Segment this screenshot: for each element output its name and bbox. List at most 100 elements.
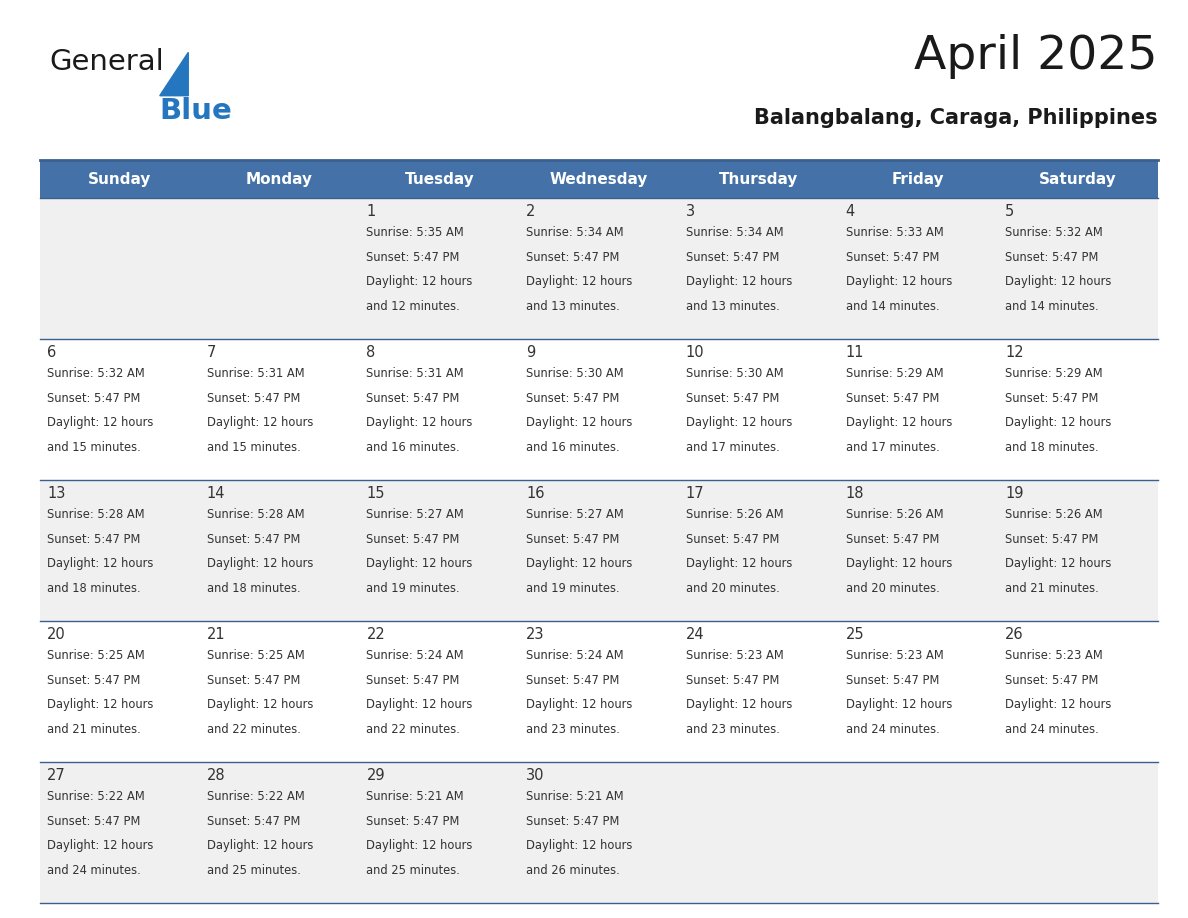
Text: Sunrise: 5:32 AM: Sunrise: 5:32 AM [1005, 226, 1102, 239]
Text: Blue: Blue [159, 97, 233, 126]
Text: Sunset: 5:47 PM: Sunset: 5:47 PM [685, 532, 779, 545]
Text: Sunset: 5:47 PM: Sunset: 5:47 PM [685, 251, 779, 263]
Text: Sunrise: 5:22 AM: Sunrise: 5:22 AM [48, 790, 145, 803]
Text: Sunrise: 5:26 AM: Sunrise: 5:26 AM [846, 508, 943, 521]
Text: Sunset: 5:47 PM: Sunset: 5:47 PM [48, 674, 140, 687]
Text: Daylight: 12 hours: Daylight: 12 hours [1005, 275, 1112, 288]
Text: 21: 21 [207, 627, 226, 642]
Text: Monday: Monday [246, 172, 314, 186]
Text: 16: 16 [526, 486, 544, 501]
Text: and 19 minutes.: and 19 minutes. [526, 582, 620, 595]
Text: Sunrise: 5:25 AM: Sunrise: 5:25 AM [207, 649, 304, 662]
Text: Sunset: 5:47 PM: Sunset: 5:47 PM [366, 814, 460, 828]
Text: Balangbalang, Caraga, Philippines: Balangbalang, Caraga, Philippines [754, 108, 1158, 128]
Text: 25: 25 [846, 627, 864, 642]
Text: Daylight: 12 hours: Daylight: 12 hours [207, 699, 314, 711]
Text: 5: 5 [1005, 204, 1015, 219]
Text: Daylight: 12 hours: Daylight: 12 hours [207, 557, 314, 570]
Text: and 16 minutes.: and 16 minutes. [526, 441, 620, 454]
Text: Daylight: 12 hours: Daylight: 12 hours [685, 417, 792, 430]
Text: 13: 13 [48, 486, 65, 501]
Text: Sunset: 5:47 PM: Sunset: 5:47 PM [1005, 392, 1099, 405]
Text: Sunrise: 5:24 AM: Sunrise: 5:24 AM [526, 649, 624, 662]
Text: and 18 minutes.: and 18 minutes. [48, 582, 140, 595]
Text: and 18 minutes.: and 18 minutes. [1005, 441, 1099, 454]
Text: Sunrise: 5:23 AM: Sunrise: 5:23 AM [1005, 649, 1102, 662]
Text: and 16 minutes.: and 16 minutes. [366, 441, 460, 454]
Text: Daylight: 12 hours: Daylight: 12 hours [685, 275, 792, 288]
Text: 6: 6 [48, 345, 56, 360]
Text: Sunset: 5:47 PM: Sunset: 5:47 PM [366, 532, 460, 545]
Text: Daylight: 12 hours: Daylight: 12 hours [526, 699, 632, 711]
Text: and 22 minutes.: and 22 minutes. [366, 723, 460, 736]
Text: and 26 minutes.: and 26 minutes. [526, 864, 620, 877]
Polygon shape [159, 52, 188, 95]
Text: Sunset: 5:47 PM: Sunset: 5:47 PM [207, 532, 301, 545]
Text: 30: 30 [526, 768, 544, 783]
Text: and 24 minutes.: and 24 minutes. [48, 864, 140, 877]
Text: Sunrise: 5:25 AM: Sunrise: 5:25 AM [48, 649, 145, 662]
Text: and 25 minutes.: and 25 minutes. [366, 864, 460, 877]
Text: Sunset: 5:47 PM: Sunset: 5:47 PM [846, 532, 939, 545]
Text: Sunrise: 5:27 AM: Sunrise: 5:27 AM [526, 508, 624, 521]
Text: Sunset: 5:47 PM: Sunset: 5:47 PM [48, 814, 140, 828]
Text: Sunset: 5:47 PM: Sunset: 5:47 PM [207, 814, 301, 828]
Text: and 25 minutes.: and 25 minutes. [207, 864, 301, 877]
Text: 27: 27 [48, 768, 65, 783]
Text: Sunset: 5:47 PM: Sunset: 5:47 PM [207, 392, 301, 405]
Text: Sunrise: 5:21 AM: Sunrise: 5:21 AM [366, 790, 465, 803]
Text: Sunrise: 5:29 AM: Sunrise: 5:29 AM [846, 367, 943, 380]
Text: Sunset: 5:47 PM: Sunset: 5:47 PM [526, 674, 619, 687]
Text: Daylight: 12 hours: Daylight: 12 hours [526, 839, 632, 852]
Text: Sunrise: 5:22 AM: Sunrise: 5:22 AM [207, 790, 304, 803]
Text: Sunset: 5:47 PM: Sunset: 5:47 PM [846, 392, 939, 405]
Text: Sunrise: 5:33 AM: Sunrise: 5:33 AM [846, 226, 943, 239]
Text: and 13 minutes.: and 13 minutes. [685, 300, 779, 313]
Text: 10: 10 [685, 345, 704, 360]
Text: Daylight: 12 hours: Daylight: 12 hours [366, 557, 473, 570]
Text: Daylight: 12 hours: Daylight: 12 hours [1005, 699, 1112, 711]
Text: 17: 17 [685, 486, 704, 501]
Text: Daylight: 12 hours: Daylight: 12 hours [48, 557, 153, 570]
Text: 2: 2 [526, 204, 536, 219]
Text: 15: 15 [366, 486, 385, 501]
Text: Sunrise: 5:34 AM: Sunrise: 5:34 AM [526, 226, 624, 239]
Text: and 13 minutes.: and 13 minutes. [526, 300, 620, 313]
Text: April 2025: April 2025 [915, 34, 1158, 79]
Text: and 14 minutes.: and 14 minutes. [1005, 300, 1099, 313]
Text: Sunrise: 5:28 AM: Sunrise: 5:28 AM [207, 508, 304, 521]
Text: 22: 22 [366, 627, 385, 642]
Text: 1: 1 [366, 204, 375, 219]
Text: Sunset: 5:47 PM: Sunset: 5:47 PM [48, 532, 140, 545]
Text: 19: 19 [1005, 486, 1024, 501]
Text: Sunset: 5:47 PM: Sunset: 5:47 PM [846, 251, 939, 263]
Text: Sunset: 5:47 PM: Sunset: 5:47 PM [685, 392, 779, 405]
Text: Daylight: 12 hours: Daylight: 12 hours [48, 839, 153, 852]
Text: Sunday: Sunday [88, 172, 152, 186]
Text: Saturday: Saturday [1040, 172, 1117, 186]
Text: 12: 12 [1005, 345, 1024, 360]
Text: Sunrise: 5:31 AM: Sunrise: 5:31 AM [207, 367, 304, 380]
Text: Sunrise: 5:30 AM: Sunrise: 5:30 AM [685, 367, 783, 380]
Text: and 14 minutes.: and 14 minutes. [846, 300, 940, 313]
Text: and 23 minutes.: and 23 minutes. [526, 723, 620, 736]
Text: Thursday: Thursday [719, 172, 798, 186]
Text: Friday: Friday [892, 172, 944, 186]
Text: Sunrise: 5:23 AM: Sunrise: 5:23 AM [846, 649, 943, 662]
Text: and 15 minutes.: and 15 minutes. [207, 441, 301, 454]
Text: 20: 20 [48, 627, 65, 642]
Text: 29: 29 [366, 768, 385, 783]
Text: and 19 minutes.: and 19 minutes. [366, 582, 460, 595]
Text: and 21 minutes.: and 21 minutes. [1005, 582, 1099, 595]
Text: and 20 minutes.: and 20 minutes. [685, 582, 779, 595]
Text: Tuesday: Tuesday [404, 172, 474, 186]
Text: 9: 9 [526, 345, 536, 360]
Text: Sunset: 5:47 PM: Sunset: 5:47 PM [846, 674, 939, 687]
Text: Sunrise: 5:26 AM: Sunrise: 5:26 AM [1005, 508, 1102, 521]
Text: and 15 minutes.: and 15 minutes. [48, 441, 140, 454]
Text: 23: 23 [526, 627, 544, 642]
Text: and 23 minutes.: and 23 minutes. [685, 723, 779, 736]
Text: Sunrise: 5:32 AM: Sunrise: 5:32 AM [48, 367, 145, 380]
Text: and 22 minutes.: and 22 minutes. [207, 723, 301, 736]
Text: 14: 14 [207, 486, 226, 501]
